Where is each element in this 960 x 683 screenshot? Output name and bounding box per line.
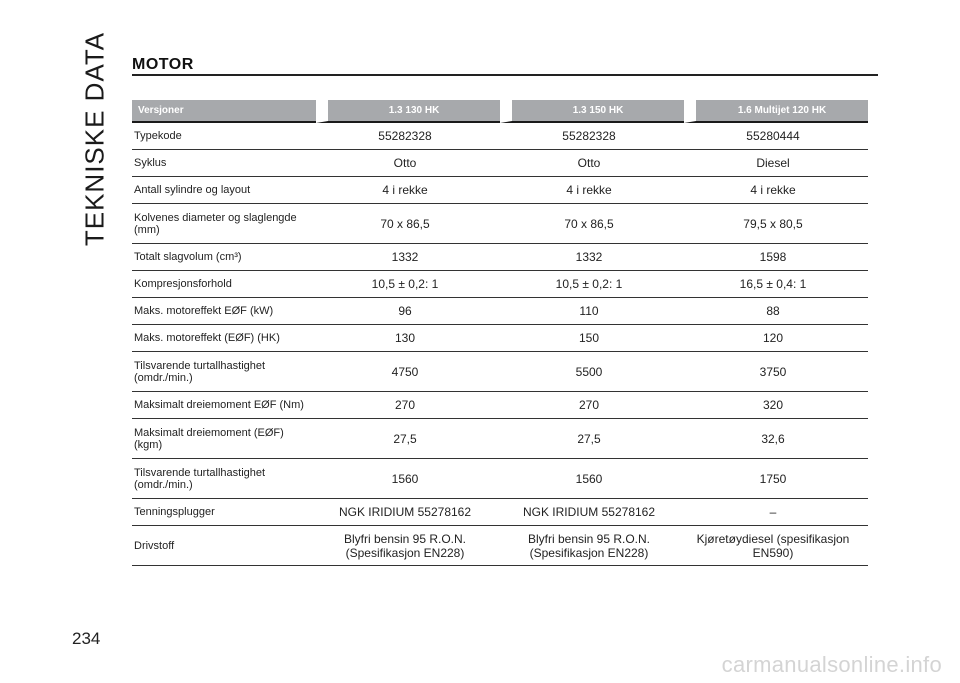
table-row: Tilsvarende turtallhastighet (omdr./min.… bbox=[132, 459, 868, 499]
row-label: Tilsvarende turtallhastighet (omdr./min.… bbox=[132, 352, 316, 392]
table-cell: 88 bbox=[684, 298, 868, 325]
table-cell: 55282328 bbox=[500, 123, 684, 150]
table-cell: 4 i rekke bbox=[500, 177, 684, 204]
table-cell: 1598 bbox=[684, 244, 868, 271]
table-cell: 270 bbox=[316, 392, 500, 419]
row-label: Antall sylindre og layout bbox=[132, 177, 316, 204]
table-cell: 70 x 86,5 bbox=[316, 204, 500, 244]
table-cell: 4750 bbox=[316, 352, 500, 392]
table-cell: 120 bbox=[684, 325, 868, 352]
table-row: Kolvenes diameter og slaglengde (mm) 70 … bbox=[132, 204, 868, 244]
section-side-title: TEKNISKE DATA bbox=[80, 32, 110, 246]
table-cell: 130 bbox=[316, 325, 500, 352]
table-cell: 1560 bbox=[500, 459, 684, 499]
table-row: Maks. motoreffekt EØF (kW) 96 110 88 bbox=[132, 298, 868, 325]
page-number: 234 bbox=[72, 629, 101, 648]
row-label: Maksimalt dreiemoment EØF (Nm) bbox=[132, 392, 316, 419]
header-version-2: 1.3 150 HK bbox=[500, 100, 684, 123]
table-row: Maks. motoreffekt (EØF) (HK) 130 150 120 bbox=[132, 325, 868, 352]
header-versions: Versjoner bbox=[132, 100, 316, 123]
table-cell: 270 bbox=[500, 392, 684, 419]
table-row: Tilsvarende turtallhastighet (omdr./min.… bbox=[132, 352, 868, 392]
table-cell: 70 x 86,5 bbox=[500, 204, 684, 244]
table-cell: 110 bbox=[500, 298, 684, 325]
table-cell: 1332 bbox=[500, 244, 684, 271]
row-label: Typekode bbox=[132, 123, 316, 150]
table-cell: 16,5 ± 0,4: 1 bbox=[684, 271, 868, 298]
table-cell: NGK IRIDIUM 55278162 bbox=[316, 499, 500, 526]
table-cell: 150 bbox=[500, 325, 684, 352]
section-side-title-text: TEKNISKE DATA bbox=[79, 31, 110, 247]
row-label: Drivstoff bbox=[132, 526, 316, 566]
table-cell: 4 i rekke bbox=[684, 177, 868, 204]
table-row: Tenningsplugger NGK IRIDIUM 55278162 NGK… bbox=[132, 499, 868, 526]
header-version-1: 1.3 130 HK bbox=[316, 100, 500, 123]
table-cell: 10,5 ± 0,2: 1 bbox=[316, 271, 500, 298]
table-row: Maksimalt dreiemoment (EØF) (kgm) 27,5 2… bbox=[132, 419, 868, 459]
row-label: Totalt slagvolum (cm³) bbox=[132, 244, 316, 271]
row-label: Syklus bbox=[132, 150, 316, 177]
header-version-3: 1.6 Multijet 120 HK bbox=[684, 100, 868, 123]
table-cell: Diesel bbox=[684, 150, 868, 177]
table-cell: 3750 bbox=[684, 352, 868, 392]
table-row: Syklus Otto Otto Diesel bbox=[132, 150, 868, 177]
table-row: Maksimalt dreiemoment EØF (Nm) 270 270 3… bbox=[132, 392, 868, 419]
table-row: Typekode 55282328 55282328 55280444 bbox=[132, 123, 868, 150]
table-cell: 320 bbox=[684, 392, 868, 419]
table-cell: Blyfri bensin 95 R.O.N. (Spesifikasjon E… bbox=[500, 526, 684, 566]
section-title: MOTOR bbox=[132, 56, 194, 73]
table-cell: 55282328 bbox=[316, 123, 500, 150]
table-cell: Otto bbox=[316, 150, 500, 177]
watermark: carmanualsonline.info bbox=[721, 652, 942, 677]
table-cell: Kjøretøydiesel (spesifikasjon EN590) bbox=[684, 526, 868, 566]
table-cell: 79,5 x 80,5 bbox=[684, 204, 868, 244]
table-cell: Blyfri bensin 95 R.O.N. (Spesifikasjon E… bbox=[316, 526, 500, 566]
row-label: Tenningsplugger bbox=[132, 499, 316, 526]
table-cell: 4 i rekke bbox=[316, 177, 500, 204]
table-cell: 27,5 bbox=[500, 419, 684, 459]
table-row: Antall sylindre og layout 4 i rekke 4 i … bbox=[132, 177, 868, 204]
title-divider bbox=[132, 74, 878, 76]
table-header-row: Versjoner 1.3 130 HK 1.3 150 HK 1.6 Mult… bbox=[132, 100, 868, 123]
row-label: Kompresjonsforhold bbox=[132, 271, 316, 298]
table-row: Totalt slagvolum (cm³) 1332 1332 1598 bbox=[132, 244, 868, 271]
engine-specs-table: Versjoner 1.3 130 HK 1.3 150 HK 1.6 Mult… bbox=[132, 100, 868, 566]
table-cell: 10,5 ± 0,2: 1 bbox=[500, 271, 684, 298]
table-cell: 32,6 bbox=[684, 419, 868, 459]
table-cell: 1560 bbox=[316, 459, 500, 499]
row-label: Kolvenes diameter og slaglengde (mm) bbox=[132, 204, 316, 244]
table-cell: 5500 bbox=[500, 352, 684, 392]
table-cell: 1750 bbox=[684, 459, 868, 499]
table-cell: NGK IRIDIUM 55278162 bbox=[500, 499, 684, 526]
table-row: Kompresjonsforhold 10,5 ± 0,2: 1 10,5 ± … bbox=[132, 271, 868, 298]
table-cell: 55280444 bbox=[684, 123, 868, 150]
row-label: Maks. motoreffekt EØF (kW) bbox=[132, 298, 316, 325]
row-label: Maksimalt dreiemoment (EØF) (kgm) bbox=[132, 419, 316, 459]
table-cell: 1332 bbox=[316, 244, 500, 271]
table-cell: – bbox=[684, 499, 868, 526]
row-label: Maks. motoreffekt (EØF) (HK) bbox=[132, 325, 316, 352]
table-cell: 27,5 bbox=[316, 419, 500, 459]
row-label: Tilsvarende turtallhastighet (omdr./min.… bbox=[132, 459, 316, 499]
table-row: Drivstoff Blyfri bensin 95 R.O.N. (Spesi… bbox=[132, 526, 868, 566]
table-cell: Otto bbox=[500, 150, 684, 177]
table-cell: 96 bbox=[316, 298, 500, 325]
